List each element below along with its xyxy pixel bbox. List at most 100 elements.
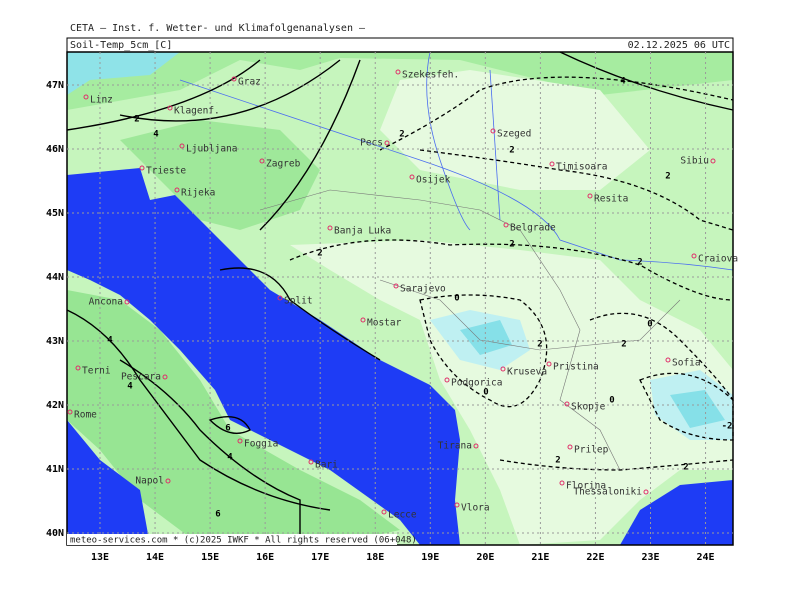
city-marker (327, 225, 333, 231)
footer: meteo-services.com * (c)2025 IWKF * All … (70, 536, 417, 546)
lat-tick-label: 44N (46, 272, 64, 283)
contour (208, 416, 251, 434)
contour (66, 59, 261, 131)
footer-box (67, 534, 397, 545)
city-marker (490, 128, 496, 134)
contour-label: 4 (227, 453, 233, 463)
city-marker (395, 69, 401, 75)
city-marker (83, 94, 89, 100)
city-marker (237, 438, 243, 444)
header-title: CETA — Inst. f. Wetter- und Klimafolgena… (70, 23, 366, 34)
city-label: Skopje (571, 402, 606, 413)
city-marker (139, 165, 145, 171)
lat-tick-label: 47N (46, 80, 64, 91)
river (179, 79, 734, 271)
contour-label: 2 (683, 463, 688, 473)
city-label: Pecs (360, 138, 383, 149)
city-label: Sarajevo (400, 284, 446, 295)
lon-tick-label: 13E (91, 552, 109, 563)
city-marker (564, 401, 570, 407)
city-marker (360, 317, 366, 323)
contour (499, 459, 734, 471)
lat-tick-label: 40N (46, 528, 64, 539)
city-marker (549, 161, 555, 167)
city-label: Pristina (553, 362, 599, 373)
land-zone (67, 52, 733, 110)
lat-tick-label: 41N (46, 464, 64, 475)
city-marker (546, 361, 552, 367)
city-label: Rijeka (181, 188, 215, 199)
city-marker (124, 299, 130, 305)
city-marker (503, 222, 509, 228)
lat-tick-label: 45N (46, 208, 64, 219)
city-marker (308, 459, 314, 465)
city-marker (75, 365, 81, 371)
city-label: Belgrade (510, 223, 556, 234)
city-label: Sibiu (680, 156, 709, 167)
map-area (66, 51, 734, 546)
city-marker (174, 187, 180, 193)
city-label: Terni (82, 366, 111, 377)
contour-label: 4 (620, 77, 626, 87)
city-marker (167, 105, 173, 111)
contour (589, 312, 734, 401)
land-zone (67, 290, 400, 545)
contour (66, 309, 331, 511)
lon-tick-label: 24E (697, 552, 715, 563)
city-label: Rome (74, 410, 97, 421)
land-zone (380, 70, 650, 190)
city-marker (500, 366, 506, 372)
lon-tick-label: 15E (201, 552, 219, 563)
lon-tick-label: 16E (256, 552, 274, 563)
contour-label: 2 (537, 340, 542, 350)
border (259, 189, 621, 471)
contour-label: 4 (153, 130, 159, 140)
city-marker (277, 295, 283, 301)
lon-tick-label: 23E (641, 552, 659, 563)
contour-label: -2 (722, 422, 733, 432)
contour (419, 149, 734, 231)
city-marker (165, 478, 171, 484)
city-label: Klagenf. (174, 106, 220, 117)
lon-tick-label: 14E (146, 552, 164, 563)
contour-label: 2 (509, 240, 514, 250)
contour-label: 6 (225, 424, 230, 434)
city-label: Szeged (497, 129, 531, 140)
city-label: Bari (315, 460, 338, 471)
contour (419, 294, 548, 408)
contour (119, 59, 341, 122)
contour-label: 2 (637, 258, 642, 268)
city-label: Napol (135, 476, 164, 487)
city-label: Graz (238, 77, 261, 88)
city-label: Ljubljana (186, 144, 237, 155)
contour-label: 2 (621, 340, 626, 350)
lon-tick-label: 19E (421, 552, 439, 563)
city-marker (665, 357, 671, 363)
city-marker (381, 509, 387, 515)
contour-label: 2 (317, 249, 322, 259)
lon-tick-label: 22E (586, 552, 604, 563)
city-label: Vlora (461, 503, 490, 514)
cold-zone (67, 52, 180, 95)
lat-tick-label: 43N (46, 336, 64, 347)
city-label: Tirana (438, 441, 472, 452)
city-label: Podgorica (451, 378, 502, 389)
lon-tick-label: 20E (476, 552, 494, 563)
city-label: Resita (594, 194, 628, 205)
city-label: Foggia (244, 439, 278, 450)
city-marker (710, 158, 716, 164)
city-label: Szekesfeh. (402, 70, 459, 81)
map-frame (66, 51, 734, 546)
city-label: Banja Luka (334, 226, 391, 237)
city-label: Kruseva (507, 367, 547, 378)
contour (119, 359, 301, 545)
city-marker (691, 253, 697, 259)
city-label: Linz (90, 95, 113, 106)
city-marker (231, 76, 237, 82)
city-label: Thessaloniki (573, 487, 642, 498)
city-marker (259, 158, 265, 164)
city-label: Florina (566, 481, 606, 492)
contour-label: 4 (107, 336, 113, 346)
city-label: Osijek (416, 175, 451, 186)
